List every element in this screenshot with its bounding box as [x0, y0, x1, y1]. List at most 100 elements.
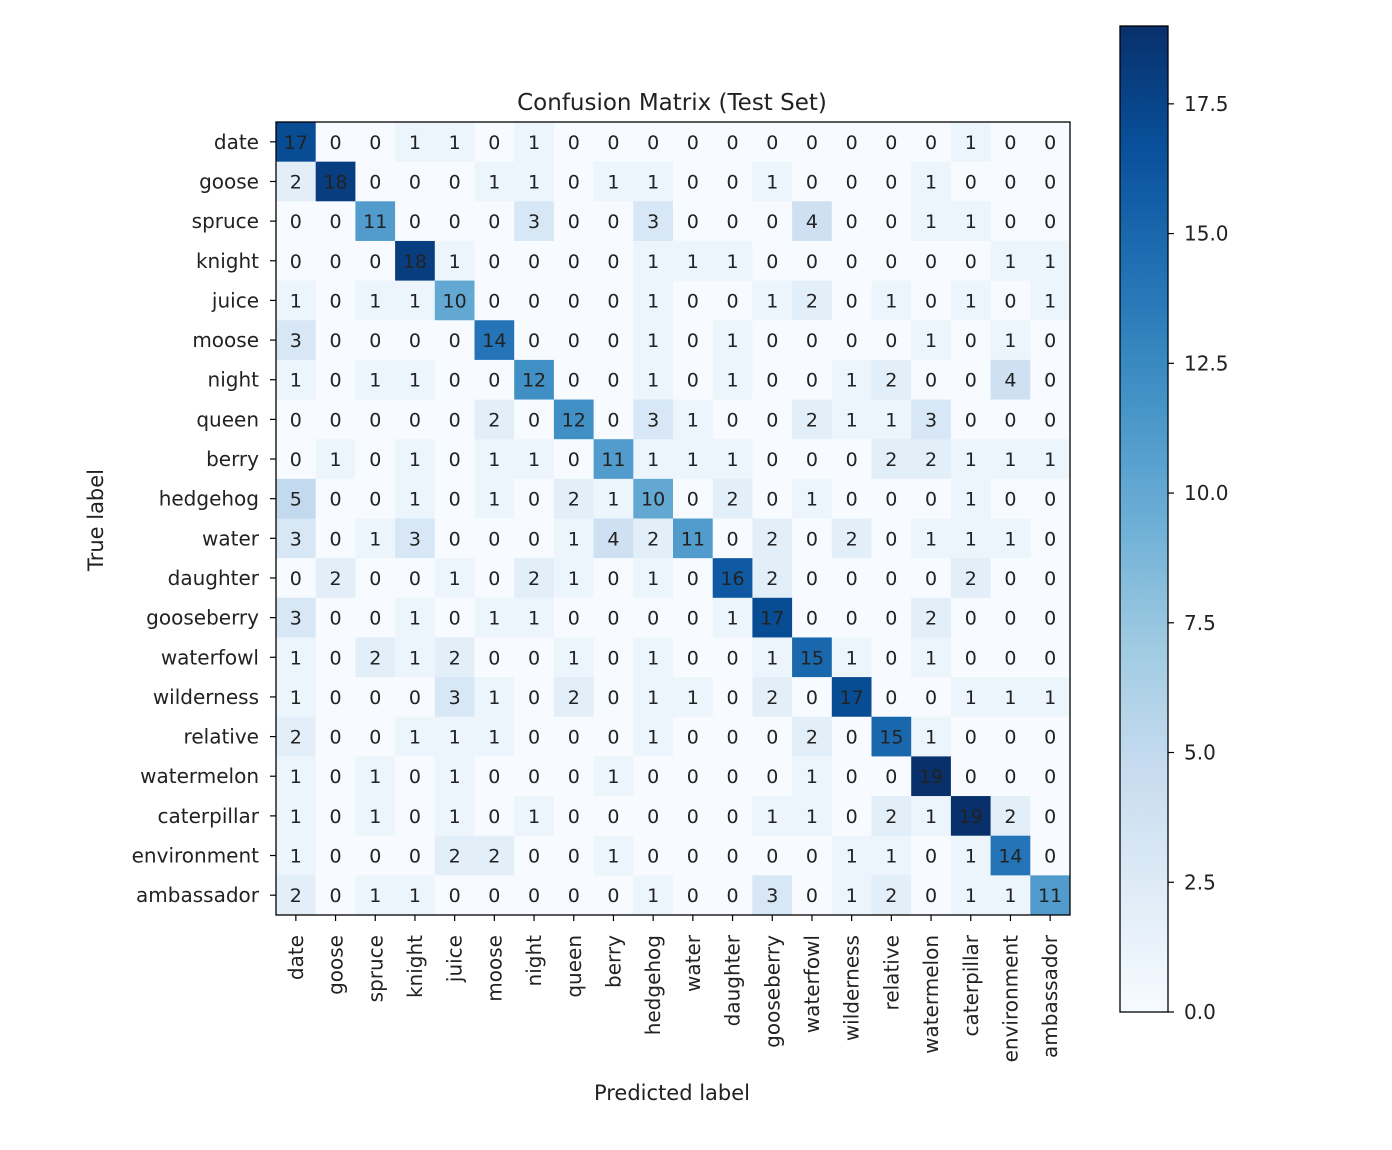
colorbar-ticks: 0.0 2.5 5.0 7.5 10.0 12.5 15.0 17.5: [1168, 92, 1229, 1024]
heatmap-cell: [831, 201, 872, 242]
cell-value: 0: [369, 608, 381, 630]
cell-value: 0: [488, 211, 500, 233]
cell-value: 0: [766, 132, 778, 154]
cell-value: 0: [488, 528, 500, 550]
cell-value: 1: [647, 171, 659, 193]
cell-value: 0: [687, 132, 699, 154]
heatmap-cell: [514, 875, 555, 916]
cell-value: 0: [449, 489, 461, 511]
cell-value: 0: [1044, 846, 1056, 868]
heatmap-cell: [673, 439, 714, 480]
cell-value: 1: [488, 449, 500, 471]
heatmap-cell: [553, 756, 595, 797]
cell-value: 1: [647, 251, 659, 273]
cell-value: 0: [607, 211, 619, 233]
cell-value: 2: [290, 171, 302, 193]
cell-value: 0: [727, 846, 739, 868]
cell-value: 0: [369, 330, 381, 352]
colorbar: [1119, 25, 1169, 1013]
x-tick-label: caterpillar: [959, 934, 983, 1036]
cell-value: 0: [687, 370, 699, 392]
cell-value: 0: [727, 687, 739, 709]
heatmap-cell: [553, 439, 595, 480]
colorbar-tick-label: 12.5: [1184, 351, 1229, 375]
heatmap-cell: [871, 597, 912, 638]
cell-value: 0: [568, 251, 580, 273]
heatmap-cell: [315, 875, 356, 916]
heatmap-cell: [712, 201, 753, 242]
cell-value: 0: [528, 647, 540, 669]
cell-value: 2: [449, 647, 461, 669]
cell-value: 0: [409, 330, 421, 352]
cell-value: 0: [330, 370, 342, 392]
cell-value: 0: [528, 528, 540, 550]
heatmap-cell: [355, 597, 396, 638]
cell-value: 0: [488, 806, 500, 828]
heatmap-cell: [633, 280, 674, 321]
cell-value: 0: [488, 647, 500, 669]
cell-value: 0: [1004, 727, 1016, 749]
heatmap-cell: [950, 558, 992, 599]
heatmap-cell: [395, 399, 436, 440]
heatmap-cell: [553, 637, 595, 678]
heatmap-cell: [474, 518, 515, 559]
heatmap-cell: [792, 518, 833, 559]
cell-value: 1: [766, 171, 778, 193]
heatmap-cell: [355, 240, 396, 282]
heatmap-cell: [315, 716, 356, 757]
heatmap-cell: [1030, 637, 1071, 678]
heatmap-cell: [831, 558, 872, 599]
cell-value: 0: [687, 647, 699, 669]
cell-value: 0: [1004, 647, 1016, 669]
heatmap-cell: [315, 597, 356, 638]
heatmap-cell: [792, 478, 833, 519]
heatmap-cell: [355, 439, 396, 480]
cell-value: 1: [409, 132, 421, 154]
heatmap-cell: [593, 637, 634, 678]
heatmap-cell: [434, 359, 475, 401]
cell-value: 0: [846, 449, 858, 471]
cell-value: 0: [607, 370, 619, 392]
cell-value: 0: [687, 211, 699, 233]
heatmap-cell: [315, 677, 356, 718]
heatmap-cell: [990, 439, 1031, 480]
heatmap-cell: [553, 240, 595, 282]
cell-value: 0: [369, 449, 381, 471]
cell-value: 10: [443, 290, 467, 312]
heatmap-cell: [593, 756, 634, 797]
cell-value: 0: [607, 806, 619, 828]
heatmap-cell: [950, 280, 992, 321]
heatmap-cell: [1030, 597, 1071, 638]
heatmap-cell: [712, 399, 753, 440]
cell-value: 0: [330, 846, 342, 868]
cell-value: 0: [727, 528, 739, 550]
heatmap-cell: [950, 677, 992, 718]
x-tick-label: daughter: [721, 934, 745, 1026]
cell-value: 1: [687, 687, 699, 709]
cell-value: 0: [330, 489, 342, 511]
cell-value: 14: [998, 846, 1022, 868]
heatmap-cell: [1030, 478, 1071, 519]
cell-value: 0: [846, 171, 858, 193]
cell-value: 0: [1044, 568, 1056, 590]
heatmap-cell: [395, 478, 436, 519]
cell-value: 0: [568, 370, 580, 392]
heatmap-cell: [792, 201, 833, 242]
cell-value: 0: [1044, 528, 1056, 550]
heatmap-cell: [355, 201, 396, 242]
heatmap-cell: [395, 875, 436, 916]
heatmap-cell: [990, 280, 1031, 321]
cell-value: 0: [885, 687, 897, 709]
heatmap-cell: [673, 359, 714, 401]
heatmap-cell: [911, 835, 952, 876]
cell-value: 1: [1004, 251, 1016, 273]
heatmap-cell: [712, 637, 753, 678]
heatmap-cell: [593, 835, 634, 876]
heatmap-cell: [395, 320, 436, 361]
cell-value: 2: [846, 528, 858, 550]
heatmap-cell: [553, 478, 595, 519]
heatmap-cell: [355, 280, 396, 321]
y-tick-label: queen: [196, 407, 259, 431]
cell-value: 0: [568, 806, 580, 828]
heatmap-cell: [712, 280, 753, 321]
